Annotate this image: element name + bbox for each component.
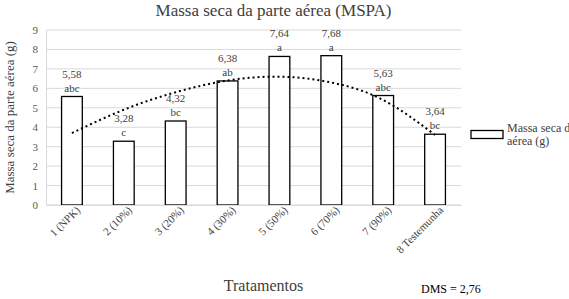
data-label: 5,63 xyxy=(374,67,394,79)
bar xyxy=(113,141,134,205)
grid-line xyxy=(46,30,461,31)
y-tick-label: 7 xyxy=(33,63,39,75)
x-tick: 6 (70%) xyxy=(308,203,343,238)
y-tick-label: 1 xyxy=(33,180,39,192)
x-axis: 1 (NPK) 2 (10%) 3 (20%) 4 (30%) 5 (50%) 6 (70… xyxy=(47,203,462,255)
x-axis-line xyxy=(47,205,462,206)
x-tick: 3 (20%) xyxy=(152,203,187,238)
y-tick-label: 9 xyxy=(33,24,39,36)
grid-line xyxy=(46,68,461,69)
y-tick: 9 xyxy=(33,24,47,36)
x-tick: 8 Testemunha xyxy=(394,204,446,256)
grid-line xyxy=(46,88,461,89)
grid-line xyxy=(46,146,461,147)
y-tick: 5 xyxy=(33,102,47,114)
y-tick-label: 6 xyxy=(33,82,39,94)
letter-label: bc xyxy=(430,119,441,131)
letter-label: c xyxy=(121,126,126,138)
legend-swatch xyxy=(471,131,503,139)
y-tick-label: 3 xyxy=(33,141,39,153)
letter-label: ab xyxy=(222,66,233,78)
x-tick: 4 (30%) xyxy=(204,203,239,238)
grid-line xyxy=(46,127,461,128)
data-label: 7,64 xyxy=(270,27,290,39)
bar xyxy=(321,56,342,205)
title: Massa seca da parte aérea (MSPA) xyxy=(156,1,392,20)
bar xyxy=(373,96,394,205)
data-labels: 5,58 abc 3,28 c 4,32 bc 6,38 ab 7,64 a 7,68 a 5,63 ab… xyxy=(62,27,445,139)
y-tick: 0 xyxy=(33,199,47,211)
y-tick: 8 xyxy=(33,43,47,55)
y-tick-label: 2 xyxy=(33,160,39,172)
bar xyxy=(165,121,186,205)
x-tick: 2 (10%) xyxy=(100,203,135,238)
data-label: 6,38 xyxy=(218,52,238,64)
letter-label: a xyxy=(329,41,334,53)
grid-line xyxy=(46,49,461,50)
x-tick-label: 6 (70%) xyxy=(308,203,343,238)
x-tick-label: 7 (90%) xyxy=(360,203,395,238)
y-axis: 0 1 2 3 4 5 6 7 8 9 xyxy=(33,24,47,211)
x-tick: 7 (90%) xyxy=(360,203,395,238)
data-label: 3,28 xyxy=(114,112,134,124)
letter-label: abc xyxy=(376,81,391,93)
trend-line xyxy=(72,77,435,135)
x-tick: 1 (NPK) xyxy=(47,203,83,239)
grid-line xyxy=(46,205,461,206)
y-tick: 7 xyxy=(33,63,47,75)
letter-label: bc xyxy=(170,106,181,118)
bar xyxy=(217,81,238,205)
letter-label: abc xyxy=(64,82,79,94)
y-axis-line xyxy=(46,31,47,206)
y-tick: 1 xyxy=(33,180,47,192)
x-tick-label: 8 Testemunha xyxy=(394,204,446,256)
y-tick: 4 xyxy=(33,121,47,133)
legend-label: Massa seca da parteaérea (g) xyxy=(507,121,569,149)
bar xyxy=(62,97,83,206)
annotation: DMS = 2,76 xyxy=(421,282,481,296)
legend-item: Massa seca da parteaérea (g) xyxy=(471,121,569,149)
chart: 0 1 2 3 4 5 6 7 8 9 1 (NPK) 2 (10%) 3 (20%) 4 (30%) 5 … xyxy=(0,0,569,299)
bar xyxy=(269,56,290,205)
y-axis-title: Massa seca da parte aérea (g) xyxy=(2,41,17,194)
x-tick-label: 3 (20%) xyxy=(152,203,187,238)
y-tick: 6 xyxy=(33,82,47,94)
plot-area: 0 1 2 3 4 5 6 7 8 9 1 (NPK) 2 (10%) 3 (20%) 4 (30%) 5 … xyxy=(33,24,462,255)
data-label: 5,58 xyxy=(62,68,82,80)
y-tick-label: 8 xyxy=(33,43,39,55)
x-tick-label: 5 (50%) xyxy=(256,203,291,238)
legend: Massa seca da parteaérea (g) xyxy=(471,121,569,149)
x-tick: 5 (50%) xyxy=(256,203,291,238)
grid-line xyxy=(46,185,461,186)
grid xyxy=(46,30,461,205)
data-label: 4,32 xyxy=(166,92,185,104)
bar xyxy=(425,134,446,205)
y-tick-label: 5 xyxy=(33,102,39,114)
data-label: 3,64 xyxy=(425,105,445,117)
letter-label: a xyxy=(277,41,282,53)
x-tick-label: 2 (10%) xyxy=(100,203,135,238)
x-tick-label: 4 (30%) xyxy=(204,203,239,238)
grid-line xyxy=(46,166,461,167)
y-tick: 2 xyxy=(33,160,47,172)
marks xyxy=(62,56,446,205)
y-tick-label: 0 xyxy=(33,199,39,211)
y-tick-label: 4 xyxy=(33,121,39,133)
x-axis-title: Tratamentos xyxy=(224,277,303,294)
data-label: 7,68 xyxy=(322,27,342,39)
x-tick-label: 1 (NPK) xyxy=(47,203,83,239)
y-tick: 3 xyxy=(33,141,47,153)
